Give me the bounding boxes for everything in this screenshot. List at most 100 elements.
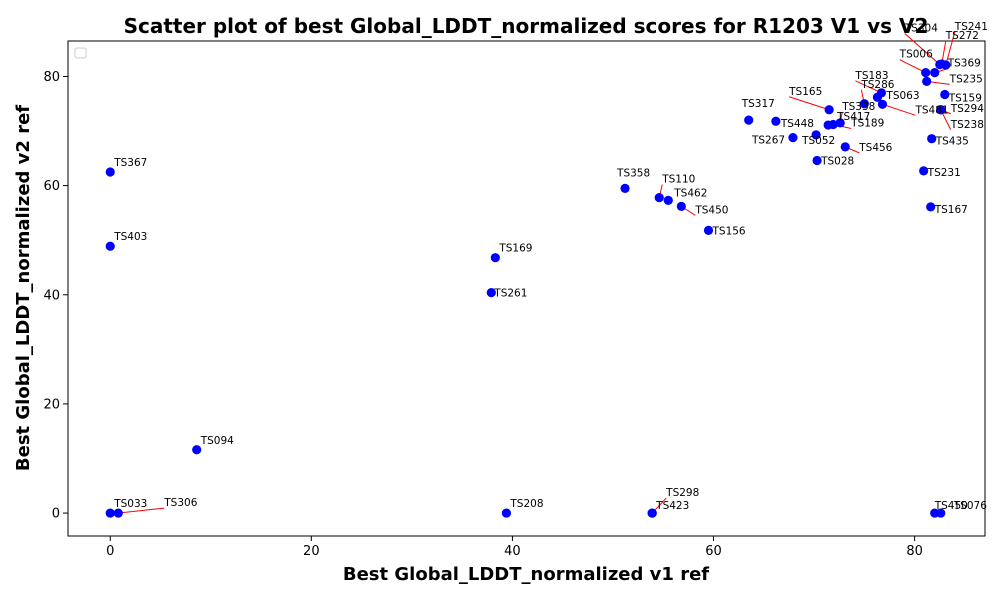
data-point: [828, 119, 838, 130]
point-label: TS272: [945, 30, 979, 42]
point-label: TS286: [860, 79, 894, 91]
point-label: TS367: [113, 157, 147, 169]
point-label: TS462: [673, 187, 707, 199]
data-point: [926, 202, 936, 212]
data-point: [501, 508, 511, 518]
data-point: [105, 241, 115, 251]
label-connector: [855, 80, 882, 94]
x-tick-label: 80: [906, 544, 923, 559]
label-connector: [118, 507, 165, 514]
point-label: TS006: [899, 49, 933, 61]
point-label: TS450: [694, 204, 728, 216]
point-label: TS231: [927, 167, 961, 179]
point-label: TS235: [949, 73, 983, 85]
point-label: TS169: [498, 243, 532, 255]
label-connector: [945, 31, 956, 66]
legend-box: [74, 47, 87, 59]
point-label: TS028: [820, 156, 854, 168]
point-label: TS189: [850, 118, 884, 130]
data-point: [703, 225, 714, 235]
data-point: [835, 118, 845, 128]
point-label: TS369: [947, 58, 981, 70]
data-point: [937, 59, 947, 69]
point-label: TS456: [858, 142, 892, 154]
y-tick-label: 20: [43, 397, 60, 412]
point-label: TS261: [493, 288, 527, 300]
plot-frame: [67, 40, 986, 537]
label-connector: [899, 59, 926, 74]
point-label: TS156: [711, 225, 745, 237]
x-tick-label: 20: [303, 544, 320, 559]
point-label: TS338: [841, 101, 875, 113]
data-point: [824, 105, 834, 115]
x-axis-ticks: 0 20 40 60 80: [106, 536, 923, 559]
point-label: TS063: [885, 90, 919, 102]
data-point: [771, 116, 781, 126]
data-point: [113, 508, 123, 518]
data-point: [930, 68, 940, 78]
label-connector: [788, 96, 830, 111]
y-tick-label: 80: [43, 70, 60, 85]
data-point: [877, 99, 888, 109]
point-label: TS238: [950, 119, 984, 131]
data-point: [922, 76, 932, 86]
data-point: [654, 193, 664, 203]
data-point: [919, 166, 929, 176]
data-point: [859, 99, 869, 109]
label-connectors: [118, 31, 956, 514]
point-label: TS110: [661, 174, 695, 186]
data-point: [105, 508, 115, 518]
point-label: TS094: [200, 435, 234, 447]
point-label: TS076: [953, 500, 987, 512]
data-point: [647, 508, 657, 518]
x-tick-label: 0: [106, 544, 114, 559]
point-label: TS417: [836, 111, 870, 123]
y-axis-label: Best Global_LDDT_normalized v2 ref: [13, 105, 34, 471]
data-point: [744, 115, 754, 125]
point-label: TS052: [801, 135, 835, 147]
data-point: [811, 130, 821, 140]
data-point: [812, 155, 822, 166]
point-label: TS306: [163, 497, 197, 509]
point-label: TS167: [934, 204, 968, 216]
point-label: TS358: [616, 167, 650, 179]
data-point: [676, 201, 686, 211]
data-point: [788, 132, 798, 143]
data-point: [840, 142, 850, 152]
data-points: [105, 59, 951, 518]
point-label: TS481: [914, 104, 948, 116]
point-label: TS208: [509, 498, 543, 510]
y-axis-ticks: 0 20 40 60 80: [43, 70, 68, 522]
chart-title: Scatter plot of best Global_LDDT_normali…: [124, 14, 929, 38]
point-label: TS298: [665, 487, 699, 499]
point-label: TS294: [950, 103, 984, 115]
label-connector: [882, 103, 916, 116]
data-point: [192, 445, 202, 455]
data-point: [620, 183, 630, 193]
data-point: [486, 287, 496, 298]
y-tick-label: 40: [43, 288, 60, 303]
x-tick-label: 40: [504, 544, 521, 559]
y-tick-label: 60: [43, 179, 60, 194]
data-point: [490, 253, 500, 263]
point-label: TS423: [655, 500, 689, 512]
data-point: [921, 68, 931, 78]
point-labels: TS367 TS403 TS033 TS306 TS094 TS169 TS261 TS208…: [113, 21, 988, 512]
x-tick-label: 60: [705, 544, 722, 559]
data-point: [927, 134, 937, 144]
y-tick-label: 0: [52, 507, 60, 522]
label-connector: [904, 33, 941, 65]
point-label: TS183: [854, 70, 888, 82]
data-point: [936, 105, 946, 115]
data-point: [872, 92, 883, 102]
point-label: TS165: [788, 86, 822, 98]
point-label: TS304: [904, 22, 938, 34]
data-point: [663, 195, 673, 205]
point-label: TS435: [935, 136, 969, 148]
point-label: TS450: [934, 500, 968, 512]
point-label: TS241: [954, 21, 988, 33]
data-point: [105, 167, 115, 177]
point-label: TS317: [741, 98, 775, 110]
point-label: TS403: [113, 231, 147, 243]
